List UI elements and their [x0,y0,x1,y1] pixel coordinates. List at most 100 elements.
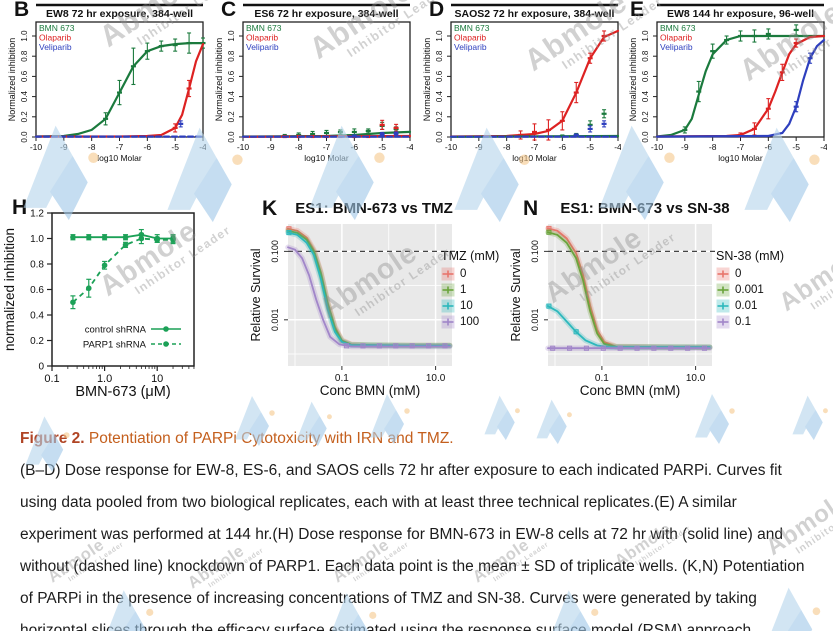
svg-text:0.001: 0.001 [530,309,540,332]
legend-key-icon [716,283,730,297]
legend-entry-label: 10 [460,300,473,312]
svg-text:0.4: 0.4 [227,90,236,102]
svg-text:1.0: 1.0 [435,30,444,42]
legend-entry-label: 0 [735,268,742,280]
svg-text:-4: -4 [820,142,827,152]
svg-text:log10 Molar: log10 Molar [97,153,142,163]
legend-entry: 1 [441,282,499,298]
panel-N-plot: 0.1 10.0 0.100 0.001 Relative Survival Conc B… [509,224,719,398]
svg-text:-4: -4 [199,142,206,152]
panel-K-plot: 0.1 10.0 0.100 0.001 Relative Survival Conc B… [249,224,459,398]
legend-key-icon [441,315,455,329]
legend-entry: 100 [441,314,499,330]
panel-K-title: ES1: BMN-673 vs TMZ [295,200,453,217]
svg-text:-6: -6 [559,142,567,152]
svg-text:-6: -6 [765,142,773,152]
panel-letter-E: E [630,0,645,21]
legend-entry-label: 0.1 [735,316,751,328]
panel-letter-D: D [429,0,445,21]
svg-text:0.0: 0.0 [641,131,650,143]
legend-entry: 0.01 [716,298,784,314]
svg-text:normalized inhibition: normalized inhibition [2,228,17,351]
svg-text:0.0: 0.0 [227,131,236,143]
svg-text:log10 Molar: log10 Molar [718,153,763,163]
svg-text:0.4: 0.4 [641,90,650,102]
svg-text:10.0: 10.0 [426,373,446,384]
legend-tmz: TMZ (mM) 0 1 10 100 [441,249,499,330]
legend-entry-label: 1 [460,284,467,296]
svg-text:0.6: 0.6 [227,70,236,82]
svg-text:control shRNA: control shRNA [85,325,147,336]
svg-text:BMN 673: BMN 673 [246,23,282,33]
legend-entry-label: 0.001 [735,284,764,296]
svg-text:-7: -7 [531,142,539,152]
legend-entry: 0 [441,266,499,282]
svg-text:-9: -9 [267,142,275,152]
svg-text:-9: -9 [475,142,483,152]
svg-text:Olaparib: Olaparib [660,33,692,43]
panel-D: D SAOS2 72 hr exposure, 384-well -10 -9 -8 -… [421,0,623,172]
svg-text:SAOS2 72 hr exposure, 384-well: SAOS2 72 hr exposure, 384-well [455,8,615,20]
legend-entry: 0.001 [716,282,784,298]
panel-B-plot: EW8 72 hr exposure, 384-well -10 -9 -8 -7 -6 -… [7,3,206,163]
svg-text:BMN 673: BMN 673 [660,23,696,33]
svg-text:Conc BMN (mM): Conc BMN (mM) [580,383,681,398]
legend-entry: 0.1 [716,314,784,330]
svg-text:1.0: 1.0 [227,30,236,42]
panel-E: E EW8 144 hr exposure, 96-well -10 -9 -8 -7 -… [627,0,829,172]
svg-text:0.4: 0.4 [30,311,44,322]
legend-key-icon [441,267,455,281]
svg-text:-4: -4 [614,142,621,152]
panel-C: C ES6 72 hr exposure, 384-well -10 -9 -8 -7 -… [213,0,415,172]
svg-text:0.8: 0.8 [227,50,236,62]
svg-text:1.0: 1.0 [30,234,44,245]
panel-letter-N: N [523,197,539,220]
svg-text:-9: -9 [681,142,689,152]
svg-text:-6: -6 [144,142,152,152]
svg-text:-8: -8 [503,142,511,152]
svg-text:Veliparib: Veliparib [454,42,487,52]
svg-text:-9: -9 [60,142,68,152]
panel-letter-K: K [262,197,278,220]
legend-key-icon [441,283,455,297]
svg-text:Olaparib: Olaparib [454,33,486,43]
svg-text:Veliparib: Veliparib [39,42,72,52]
svg-text:Olaparib: Olaparib [246,33,278,43]
svg-text:-10: -10 [30,142,43,152]
svg-text:1.0: 1.0 [97,373,112,385]
legend-entry-label: 0.01 [735,300,758,312]
svg-text:10.0: 10.0 [686,373,706,384]
svg-text:Normalized inhibition: Normalized inhibition [7,38,17,122]
caption-body: (B–D) Dose response for EW-8, ES-6, and … [20,462,805,631]
svg-text:1.0: 1.0 [20,30,29,42]
svg-text:0.2: 0.2 [227,111,236,123]
svg-text:EW8 144 hr exposure, 96-well: EW8 144 hr exposure, 96-well [667,8,814,20]
svg-text:-5: -5 [378,142,386,152]
svg-text:0.0: 0.0 [20,131,29,143]
svg-text:PARP1 shRNA: PARP1 shRNA [83,340,147,351]
svg-text:-10: -10 [237,142,250,152]
svg-text:1.0: 1.0 [641,30,650,42]
svg-text:0.8: 0.8 [30,260,44,271]
legend-key-icon [441,299,455,313]
panel-B: B EW8 72 hr exposure, 384-well -10 -9 -8 -7 -… [6,0,208,172]
caption-title-text: Potentiation of PARPi Cytotoxicity with … [84,430,454,447]
svg-text:0.2: 0.2 [30,336,44,347]
svg-text:ES6 72 hr exposure, 384-well: ES6 72 hr exposure, 384-well [254,8,398,20]
svg-text:BMN 673: BMN 673 [454,23,490,33]
svg-text:EW8 72 hr exposure, 384-well: EW8 72 hr exposure, 384-well [46,8,193,20]
svg-text:0.1: 0.1 [335,373,349,384]
svg-text:0.2: 0.2 [435,111,444,123]
legend-entry: 0 [716,266,784,282]
svg-text:Veliparib: Veliparib [660,42,693,52]
svg-text:log10 Molar: log10 Molar [304,153,349,163]
svg-text:0.1: 0.1 [595,373,609,384]
legend-entry-label: 0 [460,268,467,280]
svg-text:Veliparib: Veliparib [246,42,279,52]
svg-text:-5: -5 [792,142,800,152]
svg-text:-7: -7 [116,142,124,152]
figure-caption: Figure 2. Potentiation of PARPi Cytotoxi… [20,423,808,631]
panel-D-plot: SAOS2 72 hr exposure, 384-well -10 -9 -8 -7 -… [422,3,621,163]
